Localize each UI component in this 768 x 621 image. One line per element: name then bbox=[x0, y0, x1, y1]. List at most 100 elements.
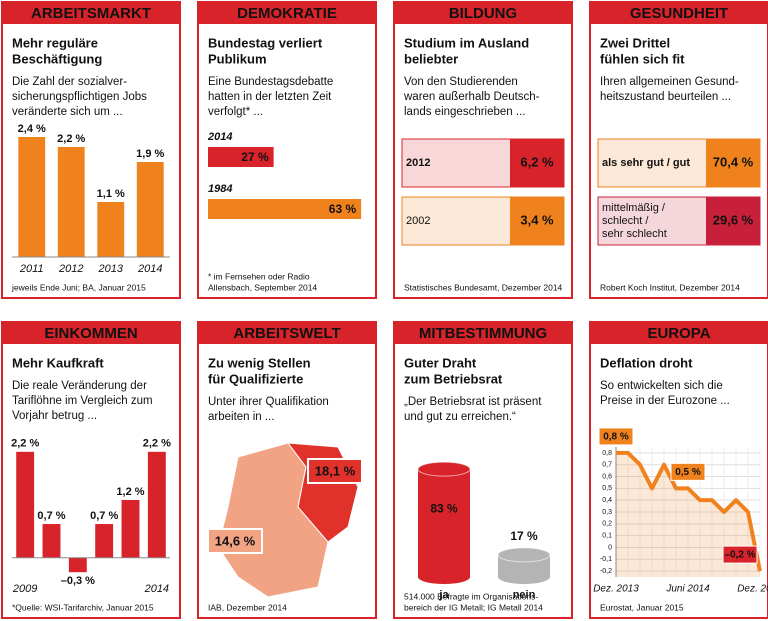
y-tick-label: 0,8 bbox=[602, 450, 612, 457]
x-tick-label: Dez. 2014 bbox=[737, 584, 768, 595]
region-label: 14,6 % bbox=[215, 533, 256, 548]
panel-subtitle: Ihren allgemeinen Gesund- bbox=[600, 76, 739, 88]
value-label: 0,7 % bbox=[90, 510, 118, 522]
category-label: 2011 bbox=[19, 263, 44, 275]
value-box bbox=[706, 139, 760, 187]
value-label: 1,1 % bbox=[97, 188, 125, 200]
panel-title: Deflation droht bbox=[600, 355, 693, 370]
panel-source: jeweils Ende Juni; BA, Januar 2015 bbox=[11, 282, 146, 292]
row-label: schlecht / bbox=[602, 215, 649, 227]
bar bbox=[97, 202, 125, 257]
panel-title: Guter Draht bbox=[404, 355, 477, 370]
panel-source: Eurostat, Januar 2015 bbox=[600, 602, 684, 612]
row-value: 70,4 % bbox=[713, 154, 754, 169]
category-label: 2009 bbox=[12, 583, 37, 595]
value-label: –0,3 % bbox=[61, 575, 95, 587]
panel-subtitle: Die Zahl der sozialver- bbox=[12, 76, 127, 88]
value-label-box bbox=[722, 545, 758, 564]
bar bbox=[136, 162, 164, 257]
bar bbox=[147, 451, 166, 558]
value-label: 2,2 % bbox=[11, 438, 39, 450]
panel-header bbox=[198, 2, 376, 24]
panel-source: Statistisches Bundesamt, Dezember 2014 bbox=[404, 282, 563, 292]
y-tick-label: 0,3 bbox=[602, 509, 612, 516]
bar bbox=[42, 524, 61, 558]
panel-header-text: EINKOMMEN bbox=[44, 325, 137, 342]
panel bbox=[197, 1, 377, 299]
panel-title: für Qualifizierte bbox=[208, 371, 303, 386]
category-label: 2014 bbox=[137, 263, 162, 275]
y-tick-label: 0,6 bbox=[602, 473, 612, 480]
panel-subtitle: Preise in der Eurozone ... bbox=[600, 395, 730, 407]
value-label: 83 % bbox=[430, 501, 458, 515]
value-label: 0,7 % bbox=[37, 510, 65, 522]
value-label: –0,2 % bbox=[724, 550, 755, 561]
x-tick-label: Juni 2014 bbox=[665, 584, 710, 595]
category-label: 2012 bbox=[58, 263, 83, 275]
bar bbox=[57, 147, 85, 257]
panel-header bbox=[2, 2, 180, 24]
region-label-box bbox=[307, 458, 363, 484]
panel-title: Mehr reguläre bbox=[12, 35, 98, 50]
row-label: mittelmäßig / bbox=[602, 202, 666, 214]
panel-header-text: MITBESTIMMUNG bbox=[419, 325, 547, 342]
panel-source: 514.000 Befragte im Organisations- bbox=[404, 591, 538, 601]
category-label: ja bbox=[438, 589, 449, 601]
panel-source: Robert Koch Institut, Dezember 2014 bbox=[600, 282, 740, 292]
cylinder-top bbox=[417, 461, 471, 477]
y-tick-label: 0,5 bbox=[602, 485, 612, 492]
panel-title: Beschäftigung bbox=[12, 51, 102, 66]
region-label: 18,1 % bbox=[315, 463, 356, 478]
panel-subtitle: Unter ihrer Qualifikation bbox=[208, 396, 329, 408]
panel-header bbox=[394, 322, 572, 344]
panel-title: zum Betriebsrat bbox=[404, 371, 503, 386]
y-tick-label: 0 bbox=[608, 544, 612, 551]
panel-title: Bundestag verliert bbox=[208, 35, 323, 50]
panel-header-text: DEMOKRATIE bbox=[237, 5, 337, 22]
panel-subtitle: So entwickelten sich die bbox=[600, 380, 723, 392]
panel-subtitle: „Der Betriebsrat ist präsent bbox=[404, 396, 542, 408]
row-label: sehr schlecht bbox=[602, 228, 667, 240]
value-label: 2,4 % bbox=[18, 123, 46, 135]
panel-source: Allensbach, September 2014 bbox=[208, 282, 317, 292]
value-label: 1,9 % bbox=[136, 148, 164, 160]
value-label: 2,2 % bbox=[143, 438, 171, 450]
panel-header bbox=[198, 322, 376, 344]
category-label: 2014 bbox=[207, 131, 232, 143]
value-label: 2,2 % bbox=[57, 133, 85, 145]
cylinder-top bbox=[497, 547, 551, 563]
bar bbox=[18, 137, 46, 257]
panel-header-text: ARBEITSWELT bbox=[233, 325, 340, 342]
row-label: 2002 bbox=[406, 215, 430, 227]
value-label: 0,5 % bbox=[675, 467, 701, 478]
panel-header bbox=[590, 2, 768, 24]
panel-title: Zwei Drittel bbox=[600, 35, 670, 50]
row-value: 6,2 % bbox=[520, 154, 554, 169]
panel-subtitle: arbeiten in ... bbox=[208, 411, 274, 423]
category-label: 1984 bbox=[208, 183, 232, 195]
cylinder bbox=[418, 469, 470, 577]
value-box bbox=[510, 139, 564, 187]
panel-header-text: ARBEITSMARKT bbox=[31, 5, 151, 22]
row-label: als sehr gut / gut bbox=[602, 157, 690, 169]
category-label: 2014 bbox=[144, 583, 169, 595]
line bbox=[616, 450, 762, 572]
value-label-box bbox=[670, 462, 706, 481]
region-label-box bbox=[207, 528, 263, 554]
panel-subtitle: und gut zu erreichen.“ bbox=[404, 411, 516, 423]
panel-title: Mehr Kaufkraft bbox=[12, 355, 104, 370]
panel-header-text: EUROPA bbox=[647, 325, 710, 342]
panel-subtitle: Die reale Veränderung der bbox=[12, 380, 147, 392]
category-label: 2013 bbox=[98, 263, 124, 275]
panel-subtitle: Vorjahr betrug ... bbox=[12, 410, 97, 422]
category-label: nein bbox=[513, 589, 536, 601]
bar bbox=[95, 524, 114, 558]
x-tick-label: Dez. 2013 bbox=[593, 584, 639, 595]
panel-subtitle: veränderte sich um ... bbox=[12, 106, 123, 118]
panel-subtitle: Von den Studierenden bbox=[404, 76, 518, 88]
bar bbox=[68, 557, 87, 573]
panel-source: *Quelle: WSI-Tarifarchiv, Januar 2015 bbox=[12, 602, 154, 612]
y-tick-label: 0,1 bbox=[602, 532, 612, 539]
panel-subtitle: Tariflöhne im Vergleich zum bbox=[12, 395, 153, 407]
